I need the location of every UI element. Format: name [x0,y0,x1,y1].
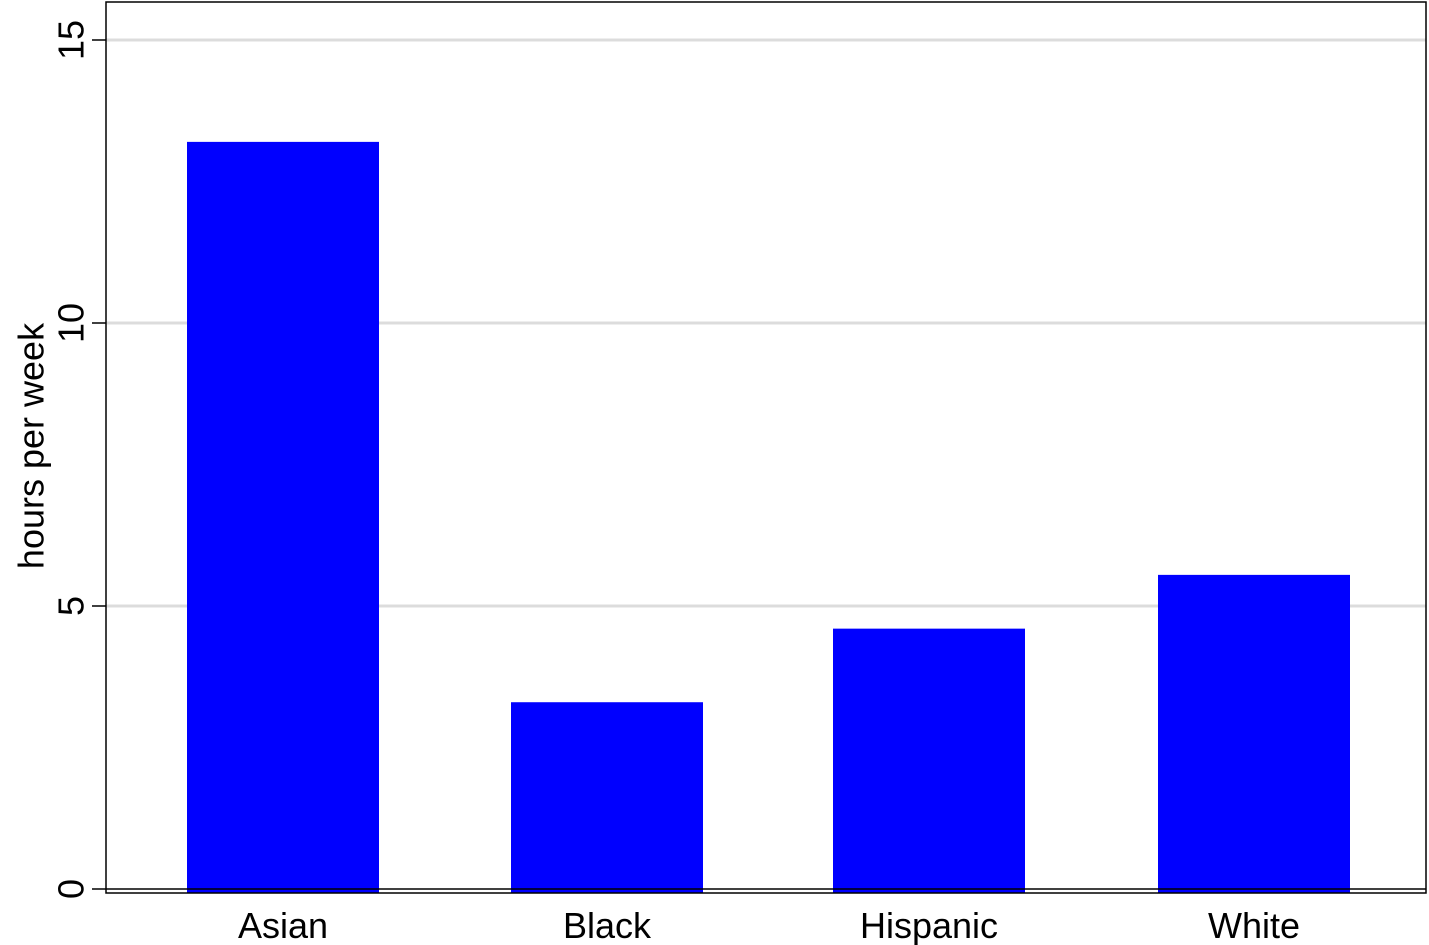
y-tick-label-5: 5 [51,596,92,616]
y-axis-ticks: 0 5 10 15 [51,20,106,899]
x-tick-label-black: Black [563,905,652,945]
x-tick-label-asian: Asian [238,905,328,945]
y-axis-title: hours per week [11,322,52,569]
bar-black [511,702,703,893]
x-axis-ticks: Asian Black Hispanic White [238,905,1300,945]
y-tick-label-10: 10 [51,303,92,343]
y-tick-label-15: 15 [51,20,92,60]
bars [187,141,1350,893]
x-tick-label-white: White [1208,905,1300,945]
plot-frame [105,1,1427,894]
y-tick-label-0: 0 [51,879,92,899]
bar-hispanic [833,628,1025,893]
bar-white [1158,574,1350,893]
x-tick-label-hispanic: Hispanic [860,905,998,945]
bar-asian [187,141,379,893]
